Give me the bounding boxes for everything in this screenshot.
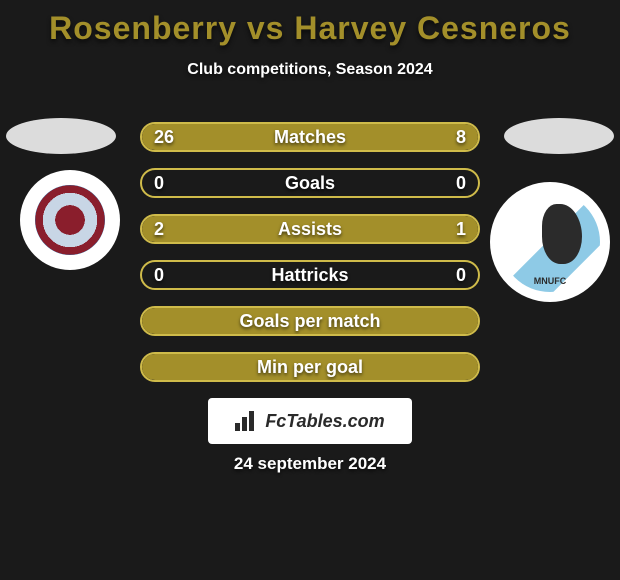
subtitle: Club competitions, Season 2024 (0, 61, 620, 79)
page-title: Rosenberry vs Harvey Cesneros (0, 0, 620, 47)
stats-bars: 268Matches 00Goals 21Assists 00Hattricks Goa… (140, 122, 480, 398)
stat-bar-assists: 21Assists (140, 214, 480, 244)
right-team-badge-graphic: MNUFC (500, 192, 600, 292)
bar-label: Hattricks (142, 265, 478, 286)
stat-bar-hattricks: 00Hattricks (140, 260, 480, 290)
stat-bar-goals: 00Goals (140, 168, 480, 198)
bar-label: Assists (142, 219, 478, 240)
right-team-badge: MNUFC (490, 182, 610, 302)
bar-label: Matches (142, 127, 478, 148)
stat-bar-min-per-goal: Min per goal (140, 352, 480, 382)
bar-label: Goals (142, 173, 478, 194)
right-player-placeholder (504, 118, 614, 154)
brand-bars-icon (235, 411, 261, 431)
bar-label: Goals per match (142, 311, 478, 332)
brand-box: FcTables.com (208, 398, 412, 444)
bar-label: Min per goal (142, 357, 478, 378)
brand-text: FcTables.com (265, 411, 384, 432)
left-team-badge (20, 170, 120, 270)
left-team-badge-graphic (35, 185, 105, 255)
date-text: 24 september 2024 (0, 454, 620, 474)
right-team-badge-text: MNUFC (500, 276, 600, 286)
stat-bar-matches: 268Matches (140, 122, 480, 152)
left-player-placeholder (6, 118, 116, 154)
stat-bar-goals-per-match: Goals per match (140, 306, 480, 336)
